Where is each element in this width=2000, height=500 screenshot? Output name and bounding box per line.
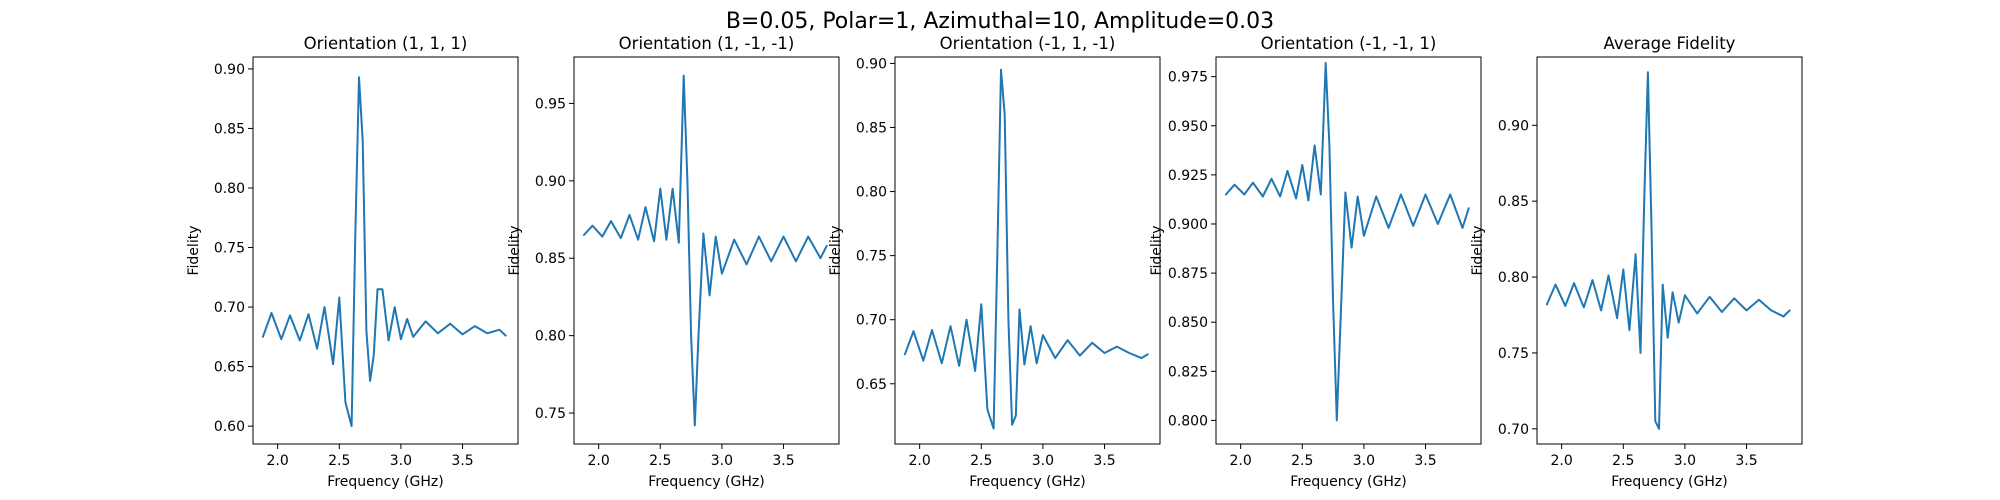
panel-title: Orientation (1, -1, -1) xyxy=(619,34,795,53)
chart-panel-3: 2.0 2.5 3.0 3.5 0.65 0.70 0.75 0.80 0.85 0.90 Orie… xyxy=(828,34,1161,490)
y-tick-label: 0.925 xyxy=(1168,168,1208,184)
series-line xyxy=(261,76,507,428)
panel-title: Orientation (-1, 1, -1) xyxy=(940,34,1116,53)
y-axis-label: Fidelity xyxy=(507,226,523,276)
y-tick-label: 0.90 xyxy=(535,174,566,190)
x-tick-label: 3.0 xyxy=(1032,453,1054,469)
x-tick-label: 3.0 xyxy=(711,453,733,469)
y-tick-label: 0.75 xyxy=(856,249,887,265)
x-tick-label: 2.5 xyxy=(970,453,992,469)
axes-frame xyxy=(1215,56,1482,445)
y-tick-label: 0.875 xyxy=(1168,266,1208,282)
y-tick-label: 0.80 xyxy=(1498,270,1529,286)
x-tick-label: 2.0 xyxy=(588,453,610,469)
x-tick-label: 2.5 xyxy=(1291,453,1313,469)
x-tick-label: 3.5 xyxy=(1093,453,1115,469)
x-axis-label: Frequency (GHz) xyxy=(969,474,1085,490)
series-line xyxy=(903,68,1149,430)
y-tick-label: 0.900 xyxy=(1168,217,1208,233)
y-tick-label: 0.80 xyxy=(856,185,887,201)
x-tick-label: 3.0 xyxy=(390,453,412,469)
y-tick-label: 0.90 xyxy=(856,56,887,72)
y-tick-label: 0.70 xyxy=(1498,422,1529,438)
y-tick-label: 0.65 xyxy=(214,360,245,376)
axes-frame xyxy=(1536,56,1803,445)
y-tick-label: 0.75 xyxy=(535,406,566,422)
x-axis-label: Frequency (GHz) xyxy=(1611,474,1727,490)
x-tick-label: 2.0 xyxy=(909,453,931,469)
panel-title: Average Fidelity xyxy=(1604,34,1736,53)
y-tick-label: 0.85 xyxy=(535,251,566,267)
y-axis-label: Fidelity xyxy=(828,226,844,276)
x-tick-label: 3.5 xyxy=(1414,453,1436,469)
series-line xyxy=(1545,71,1791,430)
axes-frame xyxy=(252,56,519,445)
x-tick-label: 3.5 xyxy=(451,453,473,469)
x-tick-label: 3.0 xyxy=(1353,453,1375,469)
axes-frame xyxy=(894,56,1161,445)
series-line xyxy=(582,74,828,427)
y-tick-label: 0.950 xyxy=(1168,119,1208,135)
y-tick-label: 0.850 xyxy=(1168,315,1208,331)
y-tick-label: 0.70 xyxy=(856,313,887,329)
y-tick-label: 0.60 xyxy=(214,419,245,435)
y-tick-label: 0.65 xyxy=(856,377,887,393)
y-axis-label: Fidelity xyxy=(1470,226,1486,276)
x-tick-label: 3.5 xyxy=(772,453,794,469)
x-tick-label: 2.0 xyxy=(267,453,289,469)
y-tick-label: 0.75 xyxy=(214,241,245,257)
x-axis-label: Frequency (GHz) xyxy=(648,474,764,490)
y-axis-label: Fidelity xyxy=(186,226,202,276)
y-tick-label: 0.975 xyxy=(1168,70,1208,86)
y-tick-label: 0.85 xyxy=(856,120,887,136)
chart-panel-5: 2.0 2.5 3.0 3.5 0.70 0.75 0.80 0.85 0.90 Average … xyxy=(1470,34,1803,490)
chart-panel-2: 2.0 2.5 3.0 3.5 0.75 0.80 0.85 0.90 0.95 Orientat… xyxy=(507,34,840,490)
y-tick-label: 0.75 xyxy=(1498,346,1529,362)
x-tick-label: 3.5 xyxy=(1735,453,1757,469)
x-tick-label: 2.5 xyxy=(1612,453,1634,469)
y-tick-label: 0.825 xyxy=(1168,364,1208,380)
x-axis-label: Frequency (GHz) xyxy=(1290,474,1406,490)
y-tick-label: 0.95 xyxy=(535,96,566,112)
x-axis-label: Frequency (GHz) xyxy=(327,474,443,490)
axes-frame xyxy=(573,56,840,445)
panel-title: Orientation (-1, -1, 1) xyxy=(1261,34,1437,53)
y-tick-label: 0.70 xyxy=(214,300,245,316)
x-tick-label: 2.5 xyxy=(328,453,350,469)
panel-title: Orientation (1, 1, 1) xyxy=(304,34,468,53)
figure-suptitle: B=0.05, Polar=1, Azimuthal=10, Amplitude… xyxy=(726,9,1274,34)
y-tick-label: 0.90 xyxy=(1498,118,1529,134)
y-tick-label: 0.800 xyxy=(1168,413,1208,429)
y-tick-label: 0.80 xyxy=(535,329,566,345)
chart-panel-4: 2.0 2.5 3.0 3.5 0.800 0.825 0.850 0.875 0.900 0.9… xyxy=(1149,34,1482,490)
x-tick-label: 2.5 xyxy=(649,453,671,469)
y-tick-label: 0.85 xyxy=(1498,194,1529,210)
y-tick-label: 0.85 xyxy=(214,121,245,137)
x-tick-label: 2.0 xyxy=(1230,453,1252,469)
x-tick-label: 2.0 xyxy=(1551,453,1573,469)
x-tick-label: 3.0 xyxy=(1674,453,1696,469)
y-tick-label: 0.90 xyxy=(214,62,245,78)
y-axis-label: Fidelity xyxy=(1149,226,1165,276)
chart-panel-1: 2.0 2.5 3.0 3.5 0.60 0.65 0.70 0.75 0.80 0.85 0.90… xyxy=(186,34,519,490)
series-line xyxy=(1224,61,1470,422)
y-tick-label: 0.80 xyxy=(214,181,245,197)
